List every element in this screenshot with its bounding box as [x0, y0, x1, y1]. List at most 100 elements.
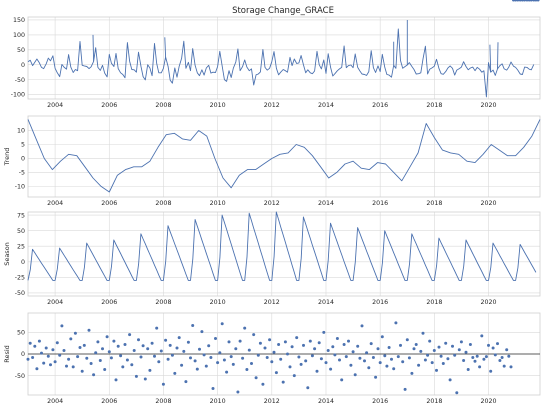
x-tick-label: 2018 — [426, 299, 442, 306]
resid-point — [349, 363, 353, 367]
resid-point — [274, 371, 278, 375]
x-tick-label: 2020 — [481, 299, 497, 306]
resid-point — [153, 354, 156, 358]
resid-point — [207, 344, 211, 348]
resid-point — [67, 357, 71, 361]
resid-point — [390, 357, 393, 361]
resid-point — [173, 371, 177, 375]
x-tick-label: 2010 — [210, 398, 226, 405]
resid-point — [468, 343, 472, 346]
resid-point — [387, 346, 391, 349]
x-tick-label: 2018 — [426, 200, 442, 207]
resid-point — [85, 356, 89, 360]
resid-point — [87, 328, 91, 332]
resid-point — [53, 360, 57, 364]
resid-point — [73, 331, 77, 335]
y-tick-label: -50 — [15, 77, 25, 84]
x-tick-label: 2012 — [264, 102, 280, 109]
x-tick-label: 2012 — [264, 398, 280, 405]
resid-point — [491, 346, 495, 350]
x-tick-label: 2004 — [47, 102, 63, 109]
resid-point — [252, 333, 256, 337]
x-tick-label: 2016 — [372, 102, 388, 109]
x-tick-label: 2016 — [372, 398, 388, 405]
resid-point — [353, 373, 357, 377]
figure-title: Storage Change_GRACE — [232, 6, 334, 16]
y-tick-label: 10 — [17, 128, 25, 135]
resid-point — [396, 355, 400, 359]
resid-point — [324, 361, 328, 365]
resid-point — [209, 356, 213, 359]
x-tick-label: 2004 — [47, 200, 63, 207]
resid-point — [299, 362, 303, 366]
y-tick-label: 25 — [17, 243, 25, 250]
resid-point — [49, 363, 52, 367]
resid-point — [137, 338, 140, 342]
resid-point — [432, 349, 436, 352]
resid-point — [308, 339, 312, 343]
resid-point — [500, 356, 504, 359]
panel-resid: 2004 2006 2008 2010 2012 2014 2016 2018 2020-500… — [3, 0, 541, 405]
resid-point — [428, 339, 432, 343]
resid-point — [123, 343, 127, 346]
resid-point — [234, 347, 238, 351]
resid-point — [261, 382, 265, 386]
resid-point — [347, 339, 350, 343]
resid-point — [141, 344, 145, 348]
resid-point — [455, 391, 459, 395]
resid-point — [103, 368, 107, 371]
resid-point — [96, 340, 100, 344]
resid-point — [462, 359, 466, 362]
resid-point — [238, 339, 242, 343]
x-tick-label: 2018 — [426, 398, 442, 405]
resid-point — [451, 344, 454, 348]
series-line — [27, 28, 535, 98]
resid-point — [35, 367, 39, 371]
resid-point — [121, 365, 125, 369]
resid-point — [143, 377, 147, 381]
resid-point — [277, 343, 281, 346]
resid-point — [523, 0, 527, 2]
series-line — [27, 211, 537, 281]
resid-point — [92, 373, 96, 377]
resid-point — [457, 348, 461, 352]
resid-point — [304, 359, 308, 363]
y-tick-label: 0 — [21, 62, 25, 69]
resid-point — [417, 363, 421, 367]
resid-point — [204, 364, 208, 368]
resid-point — [509, 365, 513, 369]
resid-point — [250, 362, 253, 365]
resid-point — [76, 355, 80, 359]
resid-point — [475, 354, 479, 358]
y-tick-label: 50 — [17, 228, 25, 235]
resid-point — [480, 334, 484, 338]
y-tick-label: -5 — [19, 170, 25, 177]
resid-point — [529, 0, 533, 2]
resid-point — [464, 350, 468, 354]
x-tick-label: 2010 — [210, 102, 226, 109]
resid-point — [65, 364, 68, 368]
y-axis-label: Trend — [3, 148, 11, 167]
resid-point — [369, 342, 373, 346]
y-axis-label: Season — [3, 242, 11, 266]
resid-point — [399, 343, 402, 347]
resid-point — [459, 340, 463, 344]
resid-point — [340, 378, 344, 382]
resid-point — [159, 349, 163, 353]
y-tick-label: -10 — [15, 184, 25, 191]
resid-point — [478, 365, 482, 369]
axes-frame — [27, 211, 541, 297]
y-tick-label: 0 — [21, 351, 25, 358]
resid-point — [421, 331, 425, 335]
resid-point — [279, 357, 283, 361]
resid-point — [186, 340, 190, 344]
x-tick-label: 2018 — [426, 102, 442, 109]
resid-point — [482, 357, 486, 361]
y-tick-label: 100 — [13, 32, 25, 39]
resid-point — [360, 324, 364, 328]
resid-point — [166, 357, 170, 361]
x-tick-label: 2020 — [481, 200, 497, 207]
resid-point — [254, 376, 258, 380]
resid-point — [272, 350, 276, 354]
resid-point — [139, 355, 143, 359]
